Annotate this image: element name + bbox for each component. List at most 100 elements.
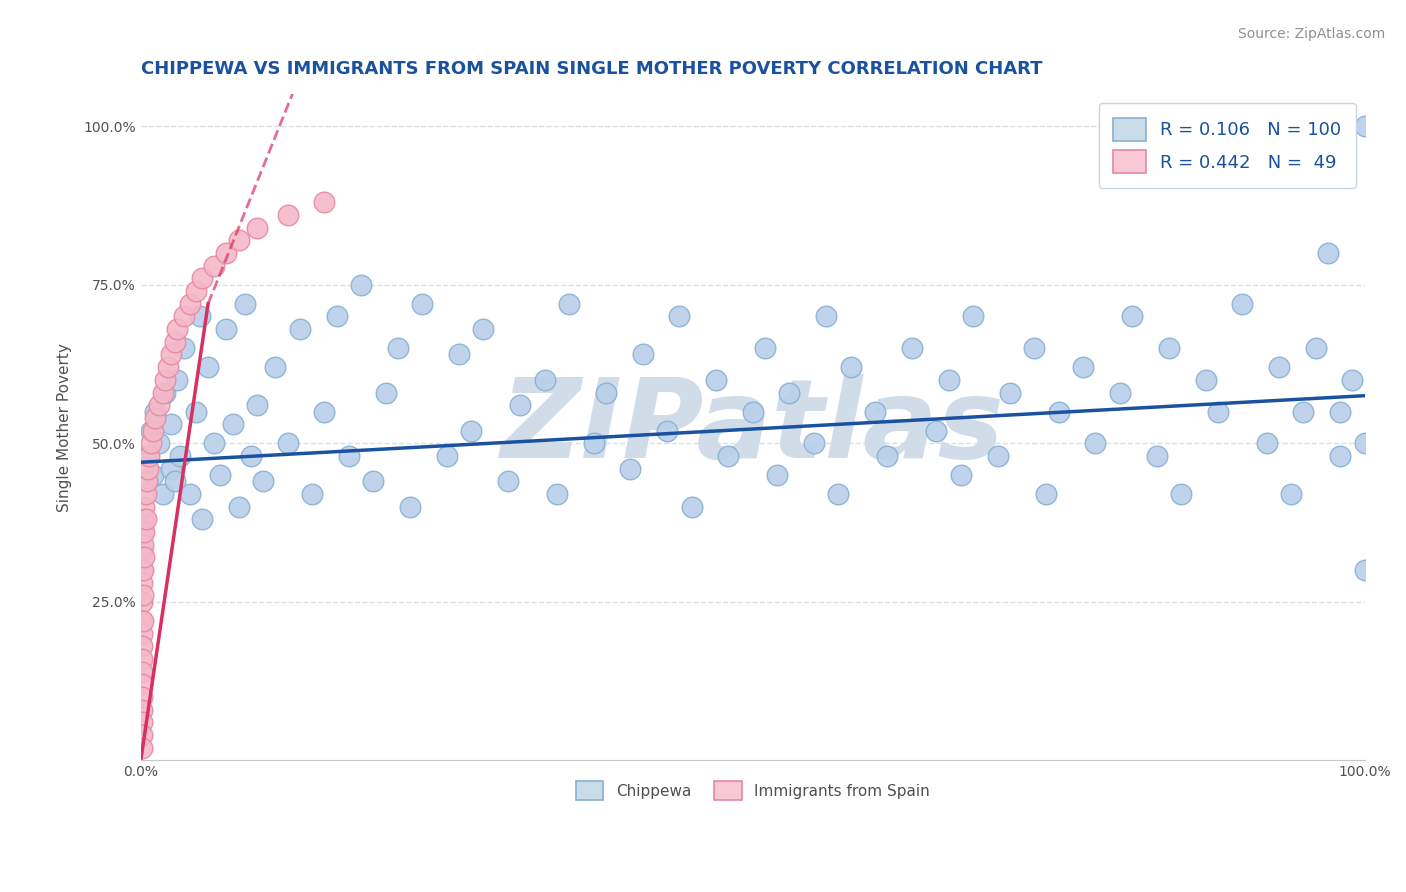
Point — [472, 322, 495, 336]
Point — [184, 404, 207, 418]
Point — [1024, 341, 1046, 355]
Text: CHIPPEWA VS IMMIGRANTS FROM SPAIN SINGLE MOTHER POVERTY CORRELATION CHART: CHIPPEWA VS IMMIGRANTS FROM SPAIN SINGLE… — [141, 60, 1042, 78]
Point — [1232, 297, 1254, 311]
Point — [131, 563, 153, 577]
Point — [411, 297, 433, 311]
Point — [131, 677, 153, 691]
Point — [132, 614, 155, 628]
Point — [173, 341, 195, 355]
Point — [1292, 404, 1315, 418]
Point — [1170, 487, 1192, 501]
Point — [135, 449, 157, 463]
Point — [1194, 373, 1216, 387]
Point — [998, 385, 1021, 400]
Point — [160, 417, 183, 432]
Point — [558, 297, 581, 311]
Point — [363, 475, 385, 489]
Point — [142, 424, 165, 438]
Point — [1071, 360, 1094, 375]
Point — [139, 424, 162, 438]
Point — [184, 284, 207, 298]
Point — [1354, 119, 1376, 133]
Point — [350, 277, 373, 292]
Point — [1305, 341, 1327, 355]
Point — [155, 373, 177, 387]
Point — [191, 271, 214, 285]
Point — [160, 347, 183, 361]
Point — [135, 475, 157, 489]
Point — [131, 703, 153, 717]
Point — [264, 360, 287, 375]
Point — [156, 360, 179, 375]
Point — [815, 310, 838, 324]
Point — [202, 259, 225, 273]
Point — [152, 487, 174, 501]
Point — [962, 310, 984, 324]
Point — [145, 404, 167, 418]
Point — [754, 341, 776, 355]
Point — [1354, 563, 1376, 577]
Point — [337, 449, 360, 463]
Point — [460, 424, 482, 438]
Point — [132, 512, 155, 526]
Point — [901, 341, 924, 355]
Point — [131, 524, 153, 539]
Point — [148, 398, 170, 412]
Point — [803, 436, 825, 450]
Point — [1256, 436, 1278, 450]
Point — [1279, 487, 1302, 501]
Point — [135, 487, 157, 501]
Point — [197, 360, 219, 375]
Point — [131, 715, 153, 730]
Point — [876, 449, 898, 463]
Point — [778, 385, 800, 400]
Point — [668, 310, 690, 324]
Point — [1329, 404, 1351, 418]
Point — [246, 220, 269, 235]
Point — [717, 449, 740, 463]
Point — [134, 500, 156, 514]
Point — [631, 347, 654, 361]
Point — [148, 436, 170, 450]
Text: Source: ZipAtlas.com: Source: ZipAtlas.com — [1237, 27, 1385, 41]
Point — [252, 475, 274, 489]
Point — [179, 487, 201, 501]
Y-axis label: Single Mother Poverty: Single Mother Poverty — [58, 343, 72, 512]
Point — [179, 297, 201, 311]
Point — [239, 449, 262, 463]
Point — [301, 487, 323, 501]
Point — [766, 467, 789, 482]
Point — [131, 595, 153, 609]
Point — [173, 310, 195, 324]
Point — [152, 385, 174, 400]
Point — [1329, 449, 1351, 463]
Point — [1047, 404, 1070, 418]
Point — [436, 449, 458, 463]
Point — [131, 690, 153, 704]
Point — [246, 398, 269, 412]
Point — [131, 544, 153, 558]
Point — [135, 512, 157, 526]
Point — [163, 475, 186, 489]
Point — [145, 410, 167, 425]
Point — [188, 310, 211, 324]
Point — [169, 449, 191, 463]
Point — [228, 233, 250, 247]
Point — [595, 385, 617, 400]
Point — [1206, 404, 1229, 418]
Point — [131, 626, 153, 640]
Point — [139, 436, 162, 450]
Point — [209, 467, 232, 482]
Point — [288, 322, 311, 336]
Point — [619, 461, 641, 475]
Point — [546, 487, 568, 501]
Point — [582, 436, 605, 450]
Point — [134, 550, 156, 565]
Point — [374, 385, 396, 400]
Point — [314, 404, 336, 418]
Point — [949, 467, 972, 482]
Point — [827, 487, 849, 501]
Point — [136, 461, 159, 475]
Point — [1157, 341, 1180, 355]
Point — [314, 195, 336, 210]
